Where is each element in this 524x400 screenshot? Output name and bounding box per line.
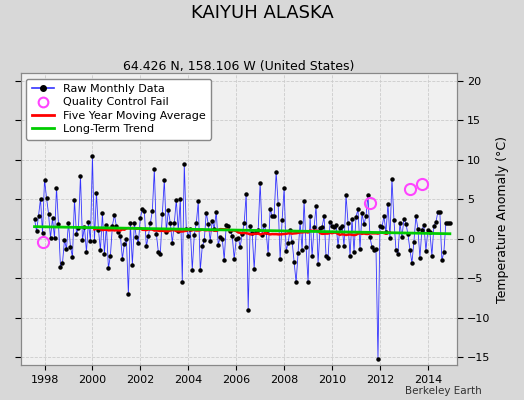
Text: Berkeley Earth: Berkeley Earth [406,386,482,396]
Y-axis label: Temperature Anomaly (°C): Temperature Anomaly (°C) [496,136,509,303]
Legend: Raw Monthly Data, Quality Control Fail, Five Year Moving Average, Long-Term Tren: Raw Monthly Data, Quality Control Fail, … [26,78,211,140]
Text: KAIYUH ALASKA: KAIYUH ALASKA [191,4,333,22]
Title: 64.426 N, 158.106 W (United States): 64.426 N, 158.106 W (United States) [123,60,354,73]
